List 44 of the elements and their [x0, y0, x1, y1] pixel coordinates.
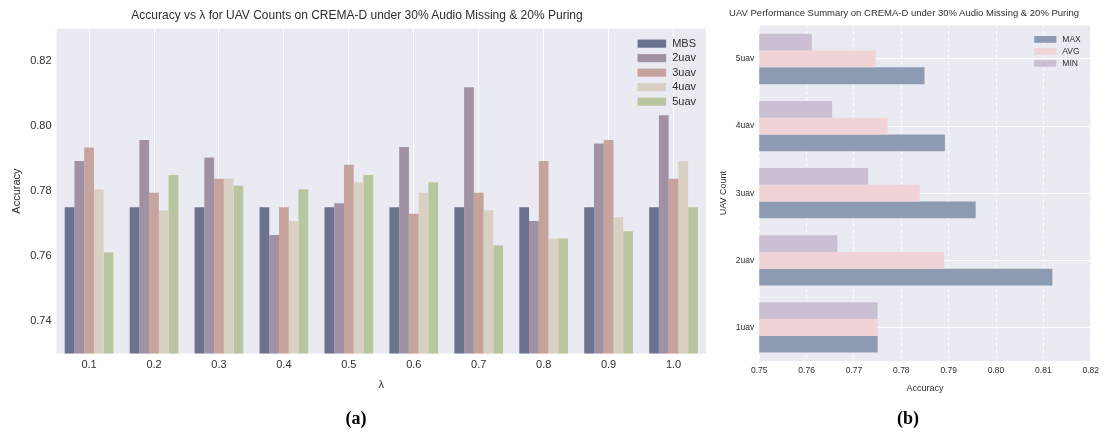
legend-label: 2uav	[672, 51, 697, 64]
x-tick-label: 1.0	[665, 358, 682, 371]
x-tick-label: 0.6	[406, 358, 422, 371]
y-tick-label: 0.74	[30, 314, 52, 327]
x-tick-label: 0.2	[146, 358, 162, 371]
x-axis-title: Accuracy	[906, 383, 944, 394]
y-tick-label: 0.82	[30, 53, 52, 66]
x-tick-label: 0.5	[341, 358, 357, 371]
y-tick-label: 0.80	[30, 118, 52, 131]
x-tick-label: 0.3	[211, 358, 227, 371]
y-tick-label: 4uav	[735, 120, 755, 131]
y-tick-label: 3uav	[735, 187, 755, 198]
legend-label: AVG	[1062, 45, 1080, 56]
y-tick-label: 0.78	[30, 184, 52, 197]
x-tick-label: 0.9	[600, 358, 617, 371]
y-tick-label: 5uav	[735, 53, 755, 64]
x-axis-title: λ	[378, 378, 385, 391]
legend-label: 4uav	[672, 80, 697, 93]
x-tick-label: 0.79	[940, 365, 958, 376]
legend-label: MBS	[672, 36, 696, 49]
x-tick-label: 0.7	[471, 358, 487, 371]
text: (a)	[344, 408, 368, 429]
y-tick-label: 0.76	[30, 249, 52, 262]
x-tick-label: 0.75	[750, 365, 768, 376]
legend-label: 5uav	[672, 94, 697, 107]
legend-label: MAX	[1062, 33, 1082, 44]
x-tick-label: 0.78	[893, 365, 910, 376]
chart-title: UAV Performance Summary on CREMA-D under 30% Audio Missing & 20% Puring	[729, 7, 1079, 19]
x-tick-label: 0.1	[81, 358, 97, 371]
x-tick-label: 0.80	[987, 365, 1005, 376]
text: (b)	[896, 408, 920, 429]
y-axis-title: UAV Count	[717, 170, 728, 216]
x-tick-label: 0.4	[276, 358, 292, 371]
legend-label: 3uav	[672, 65, 697, 78]
x-tick-label: 0.77	[845, 365, 863, 376]
y-axis-title: Accuracy	[9, 167, 22, 214]
y-tick-label: 1uav	[735, 321, 755, 332]
x-tick-label: 0.82	[1082, 365, 1100, 376]
y-tick-label: 2uav	[735, 254, 755, 265]
x-tick-label: 0.76	[798, 365, 816, 376]
x-tick-label: 0.81	[1035, 365, 1052, 376]
x-tick-label: 0.8	[536, 358, 552, 371]
chart-title: Accuracy vs λ for UAV Counts on CREMA-D under 30% Audio Missing & 20% Puring	[131, 7, 583, 22]
legend-label: MIN	[1062, 57, 1078, 68]
